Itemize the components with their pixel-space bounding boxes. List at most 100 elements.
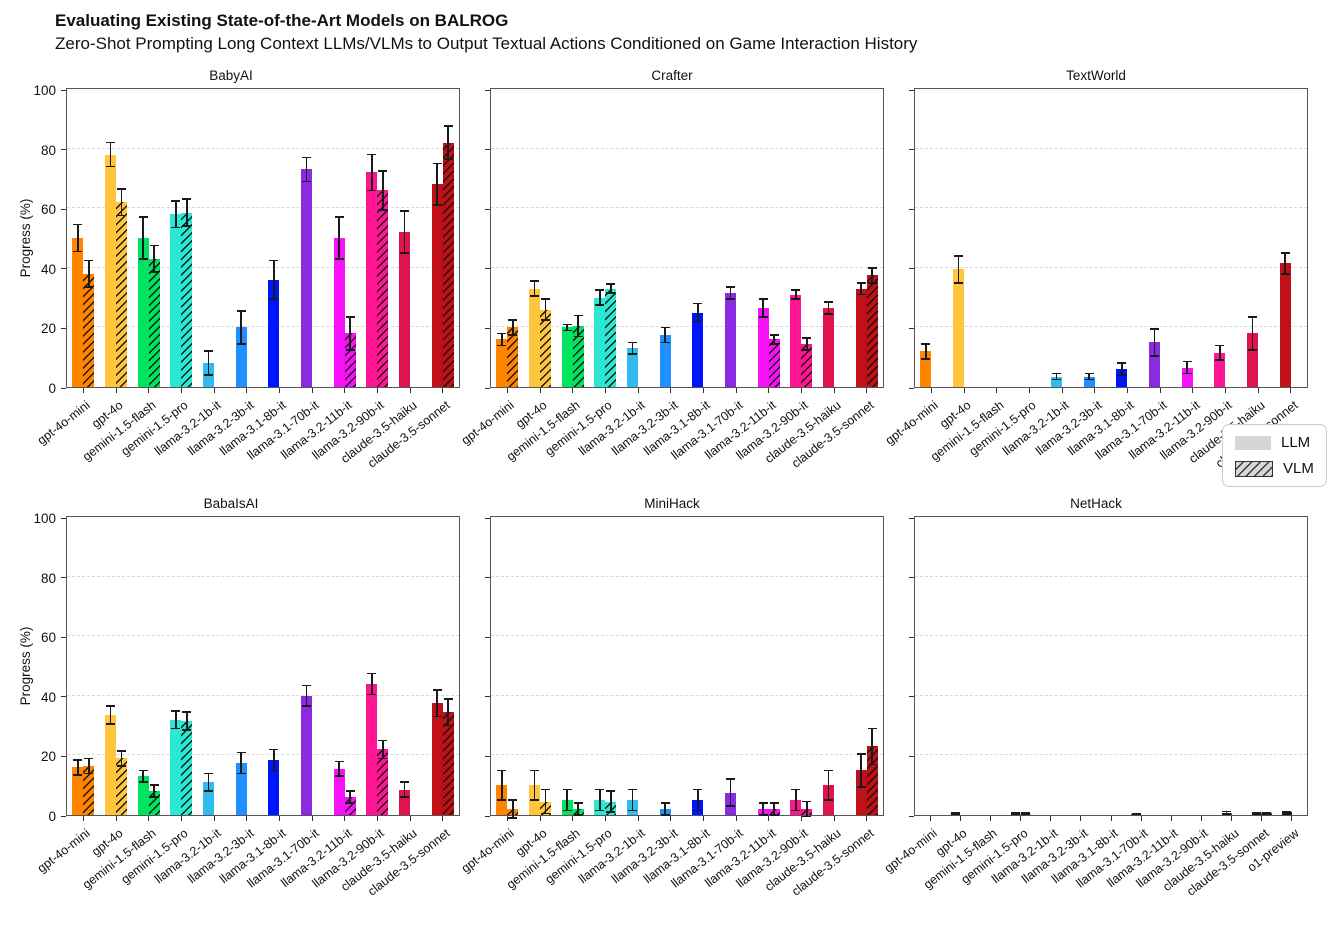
error-cap: [1117, 362, 1127, 364]
bar-vlm-claude-3.5-sonnet: [442, 712, 454, 815]
error-bar-llm-llama-3.2-1b-it: [631, 789, 634, 811]
error-cap: [73, 759, 83, 761]
y-tick-mark: [485, 636, 490, 638]
x-tick-mark: [1094, 388, 1096, 393]
legend-label-llm: LLM: [1281, 434, 1311, 451]
y-tick-label: 80: [40, 570, 56, 586]
error-cap: [824, 301, 833, 303]
error-cap: [378, 739, 388, 742]
error-cap: [791, 788, 801, 791]
error-cap: [1084, 378, 1094, 381]
gridline-60: [915, 635, 1307, 637]
x-tick-mark: [82, 388, 84, 393]
y-axis-gutter: Progress (%) 0 20 40 60 80 100: [2, 511, 66, 824]
error-cap: [758, 298, 768, 300]
gridline-20: [67, 326, 459, 328]
error-cap: [726, 286, 735, 288]
x-tick-mark: [311, 816, 313, 821]
error-bar-llm-llama-3.2-11b-it: [338, 217, 340, 259]
x-axis-labels: gpt-4o-mini gpt-4o gemini-1.5-flash gemini-…: [35, 816, 458, 914]
gridline-40: [915, 266, 1307, 268]
error-cap: [541, 788, 550, 791]
error-cap: [497, 332, 507, 335]
x-tick-mark: [833, 388, 835, 393]
error-cap: [595, 809, 605, 812]
x-tick-mark: [1140, 816, 1142, 821]
bar-llm-llama-3.2-11b-it: [333, 238, 345, 387]
error-bar-vlm-claude-3.5-sonnet: [447, 698, 449, 726]
bar-llm-claude-3.5-sonnet: [855, 288, 867, 387]
gridline-80: [67, 147, 459, 149]
error-cap: [769, 814, 779, 816]
y-tick-mark: [485, 89, 490, 91]
bar-llm-llama-3.1-70b-it: [725, 293, 736, 387]
error-cap: [171, 226, 181, 229]
gridline-20: [915, 754, 1307, 756]
bar-vlm-gpt-4o: [540, 309, 551, 387]
error-cap: [1021, 813, 1031, 816]
error-cap: [367, 189, 377, 192]
error-cap: [345, 348, 355, 351]
error-cap: [1248, 348, 1257, 351]
error-bar-llm-claude-3.5-sonnet: [1284, 252, 1286, 274]
error-bar-llm-gemini-1.5-pro: [175, 710, 177, 729]
error-bar-llm-gpt-4o: [109, 706, 112, 725]
y-tick-mark: [61, 517, 66, 519]
x-tick-mark: [1231, 816, 1233, 821]
x-tick-mark: [115, 816, 117, 821]
error-cap: [236, 751, 246, 754]
gridline-20: [67, 754, 459, 756]
error-bar-llm-llama-3.1-70b-it: [305, 685, 308, 707]
error-bar-vlm-llama-3.2-90b-it: [806, 801, 808, 817]
x-tick-mark: [637, 816, 639, 821]
error-cap: [758, 802, 768, 804]
bar-llm-claude-3.5-haiku: [823, 308, 834, 387]
error-bar-vlm-llama-3.2-90b-it: [382, 740, 384, 759]
error-cap: [182, 729, 192, 731]
gridline-20: [491, 326, 883, 328]
error-cap: [269, 748, 279, 751]
error-bar-llm-llama-3.2-1b-it: [631, 342, 634, 355]
x-tick-mark: [376, 816, 378, 821]
error-cap: [432, 689, 442, 691]
error-cap: [954, 255, 963, 257]
x-tick-mark: [344, 388, 346, 393]
bar-llm-llama-3.2-3b-it: [235, 762, 247, 815]
bar-llm-llama-3.2-1b-it: [627, 348, 638, 387]
x-tick-mark: [768, 816, 770, 821]
error-cap: [1011, 813, 1021, 815]
error-bar-llm-gpt-4o-mini: [501, 770, 503, 801]
error-bar-llm-llama-3.1-8b-it: [1121, 363, 1123, 376]
chart-body: Progress (%): [460, 88, 884, 393]
error-cap: [1150, 354, 1159, 357]
error-bar-vlm-gemini-1.5-pro: [186, 199, 188, 227]
y-tick-label: 0: [48, 809, 56, 824]
bar-llm-claude-3.5-haiku: [399, 789, 410, 815]
x-tick-mark: [735, 816, 737, 821]
error-cap: [443, 698, 453, 700]
bar-vlm-gpt-4o-mini: [83, 273, 95, 387]
gridline-60: [491, 207, 883, 209]
error-cap: [541, 298, 550, 300]
x-tick-mark: [866, 388, 868, 393]
plot-area: [914, 88, 1308, 393]
y-axis-gutter: Progress (%): [884, 516, 929, 817]
error-bar-llm-gpt-4o: [533, 770, 536, 801]
error-bar-llm-llama-3.2-1b-it: [207, 351, 210, 376]
error-cap: [660, 802, 670, 804]
bar-llm-gpt-4o: [105, 715, 116, 815]
error-bar-llm-llama-3.2-1b-it: [1055, 373, 1058, 380]
error-cap: [530, 769, 539, 772]
bar-vlm-llama-3.2-11b-it: [344, 797, 356, 815]
y-tick-mark: [485, 815, 490, 817]
error-cap: [1215, 359, 1225, 361]
error-cap: [400, 781, 409, 784]
bar-llm-llama-3.1-8b-it: [1116, 369, 1128, 387]
bar-llm-gpt-4o: [105, 154, 116, 387]
error-cap: [1262, 811, 1272, 814]
y-tick-label: 40: [40, 689, 56, 705]
error-cap: [149, 271, 159, 274]
error-cap: [1215, 344, 1225, 347]
error-bar-llm-gemini-1.5-flash: [566, 789, 568, 811]
y-tick-mark: [485, 696, 490, 698]
